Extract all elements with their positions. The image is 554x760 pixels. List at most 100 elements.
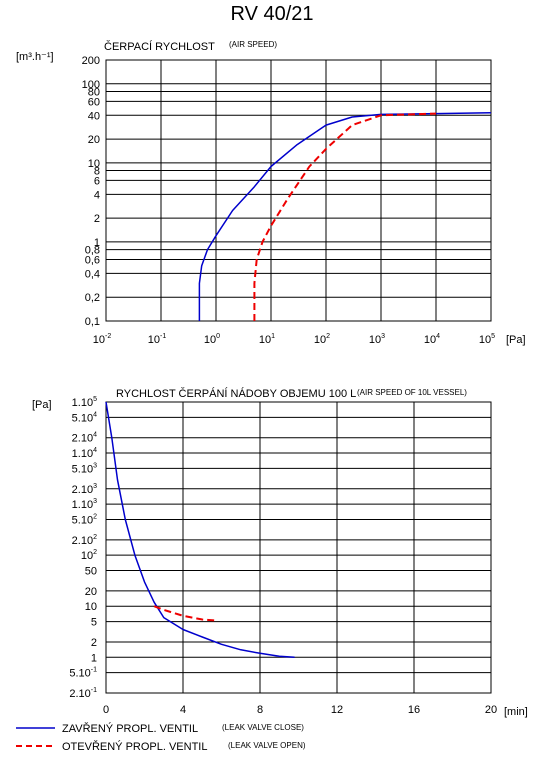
chart2-ytick-label: 2 (91, 637, 97, 649)
chart2-ytick-label-base: 5.10 (72, 412, 93, 424)
chart1-xtick-label-base: 10 (424, 334, 436, 346)
chart1-ytick-label: 80 (88, 86, 100, 98)
chart2-ytick-label-base: 1.10 (72, 499, 93, 511)
chart2-ytick-label-exp: 4 (93, 432, 97, 439)
chart1-ytick-label: 1 (94, 237, 100, 249)
chart2-ytick-label: 1.104 (72, 447, 97, 460)
chart2-ytick-label-exp: 3 (93, 498, 97, 505)
chart2-ytick-label: 1.103 (72, 498, 97, 511)
chart1-xtick-label: 10-1 (148, 333, 167, 346)
chart2-ytick-label-exp: 3 (93, 483, 97, 490)
chart1-ytick-label: 20 (88, 134, 100, 146)
chart1-frame (105, 59, 492, 322)
chart2-xtick-label: 16 (408, 704, 420, 716)
chart1-ytick-label: 2 (94, 213, 100, 225)
chart2-ytick-label: 5.104 (72, 411, 97, 424)
chart2-subtitle: (AIR SPEED OF 10L VESSEL) (357, 388, 467, 397)
chart1-ytick-label: 0,4 (85, 268, 100, 280)
chart1-series-open-valve (253, 112, 437, 321)
chart2-ytick-label: 1 (91, 652, 97, 664)
chart2-ytick-label-base: 5.10 (69, 668, 90, 680)
chart1-ytick-label: 200 (82, 55, 100, 67)
chart1-xtick-label-base: 10 (479, 334, 491, 346)
chart1-xtick-label-exp: 3 (381, 333, 385, 340)
chart1-ytick-label: 10 (88, 158, 100, 170)
chart1-xtick-label-exp: -1 (160, 333, 166, 340)
chart1-ytick-label: 0,1 (85, 316, 100, 328)
chart1-xtick-label-exp: 1 (271, 333, 275, 340)
chart1-xtick-label: 101 (259, 333, 275, 346)
chart2-ytick-label: 2.10-1 (69, 687, 97, 700)
chart2-ytick-label-base: 5.10 (72, 514, 93, 526)
chart2-ylabel: [Pa] (32, 399, 52, 411)
main-title: RV 40/21 (230, 3, 313, 25)
chart2-ytick-label: 5.102 (72, 513, 97, 526)
chart2-title: RYCHLOST ČERPÁNÍ NÁDOBY OBJEMU 100 L (116, 387, 356, 400)
chart2-series-closed-valve (105, 401, 295, 659)
chart2-series-open-valve (153, 605, 218, 622)
chart2-ytick-label: 5 (91, 617, 97, 629)
chart2-ytick-label-base: 2.10 (72, 484, 93, 496)
chart1-plot: 2001008060402010864210,80,60,40,20,110-2… (82, 55, 496, 346)
chart1-xlabel: [Pa] (506, 334, 526, 346)
chart1-ytick-label: 0,6 (85, 254, 100, 266)
chart1-xtick-label-base: 10 (259, 334, 271, 346)
chart1-xtick-label-exp: 2 (326, 333, 330, 340)
chart2-ytick-label-base: 10 (85, 601, 97, 613)
chart2-xtick-label: 4 (180, 704, 186, 716)
chart1-ytick-label: 0,8 (85, 245, 100, 257)
chart1-title: ČERPACÍ RYCHLOST (104, 40, 215, 53)
chart1-xtick-label-exp: 5 (491, 333, 495, 340)
chart2-ytick-label: 102 (81, 549, 97, 562)
chart2-ytick-label-base: 2.10 (72, 535, 93, 547)
chart2-ytick-label: 5.10-1 (69, 667, 97, 680)
chart2-ytick-label-base: 5.10 (72, 463, 93, 475)
chart1-xtick-label-exp: -2 (105, 333, 111, 340)
chart2-ytick-label: 5.103 (72, 462, 97, 475)
chart2-ytick-label: 20 (85, 586, 97, 598)
chart1-xtick-label-base: 10 (204, 334, 216, 346)
legend-open-note: (LEAK VALVE OPEN) (228, 741, 306, 750)
chart1-xtick-label: 103 (369, 333, 385, 346)
chart2-xtick-label: 0 (103, 704, 109, 716)
chart2-ytick-label-exp: 4 (93, 447, 97, 454)
chart1-xtick-label-exp: 4 (436, 333, 440, 340)
chart2-plot: 1.1055.1042.1041.1045.1032.1031.1035.102… (69, 396, 497, 716)
chart1-series-closed-valve (198, 112, 492, 321)
chart2-ytick-label-base: 20 (85, 586, 97, 598)
legend-closed-label: ZAVŘENÝ PROPL. VENTIL (62, 722, 198, 735)
chart1-xtick-label-base: 10 (314, 334, 326, 346)
chart1-ytick-label: 40 (88, 110, 100, 122)
chart1-ytick-label: 0,2 (85, 292, 100, 304)
chart1-xtick-label-base: 10 (93, 334, 105, 346)
chart1-ytick-label: 100 (82, 79, 100, 91)
chart1-ytick-label: 4 (94, 189, 100, 201)
chart1-ytick-label: 8 (94, 166, 100, 178)
chart2-ytick-label: 2.102 (72, 534, 97, 547)
chart2-ytick-label-base: 2.10 (69, 688, 90, 700)
chart2-xtick-label: 12 (331, 704, 343, 716)
legend-open-label: OTEVŘENÝ PROPL. VENTIL (62, 740, 207, 753)
chart2-ytick-label: 10 (85, 601, 97, 613)
chart2-ytick-label-exp: 2 (93, 534, 97, 541)
chart2-ytick-label-exp: 4 (93, 411, 97, 418)
legend-closed-note: (LEAK VALVE CLOSE) (222, 723, 304, 732)
chart2-ytick-label-base: 1 (91, 652, 97, 664)
chart1-xtick-label-base: 10 (369, 334, 381, 346)
chart2-xtick-label: 8 (257, 704, 263, 716)
chart2-ytick-label-exp: 5 (93, 396, 97, 403)
chart2-ytick-label-base: 1.10 (72, 397, 93, 409)
chart2-ytick-label-base: 2.10 (72, 433, 93, 445)
chart2-ytick-label-exp: -1 (91, 687, 97, 694)
chart2-ytick-label: 2.104 (72, 432, 97, 445)
chart2-ytick-label-exp: -1 (91, 667, 97, 674)
chart1-xtick-label: 104 (424, 333, 440, 346)
chart1-xtick-label: 10-2 (93, 333, 112, 346)
chart2-ytick-label-exp: 2 (93, 513, 97, 520)
chart1-xtick-label: 100 (204, 333, 220, 346)
chart1-subtitle: (AIR SPEED) (229, 40, 277, 49)
chart2-ytick-label-base: 10 (81, 550, 93, 562)
chart2-ytick-label-base: 1.10 (72, 448, 93, 460)
legend: ZAVŘENÝ PROPL. VENTIL (LEAK VALVE CLOSE)… (16, 722, 306, 753)
